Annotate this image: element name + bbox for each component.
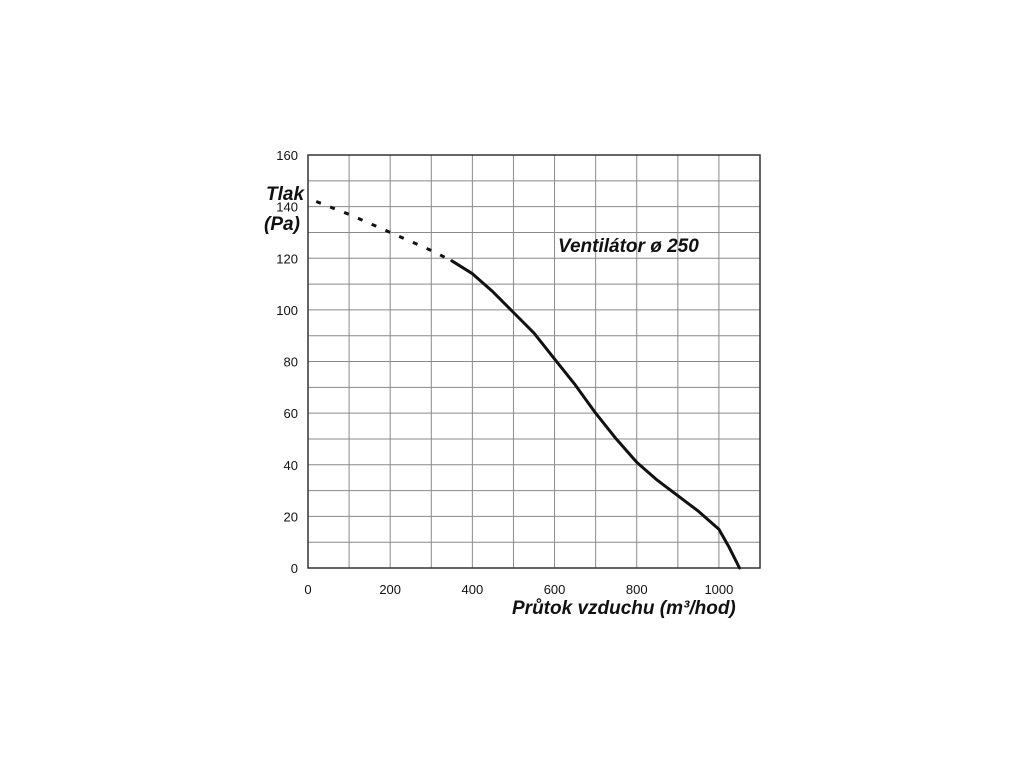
y-tick-label: 0 [291, 561, 298, 576]
y-tick-label: 100 [276, 303, 298, 318]
x-tick-label: 0 [304, 582, 311, 597]
y-tick-label: 140 [276, 200, 298, 215]
curves [315, 200, 741, 570]
x-tick-label: 600 [544, 582, 566, 597]
y-tick-label: 20 [284, 509, 298, 524]
x-tick-labels: 0 200 400 600 800 1000 [304, 582, 733, 597]
plot-frame [307, 154, 761, 569]
x-tick-label: 400 [462, 582, 484, 597]
y-tick-label: 80 [284, 355, 298, 370]
chart-annotation: Ventilátor ø 250 [558, 236, 699, 257]
x-tick-label: 800 [626, 582, 648, 597]
y-axis-label-line1: Tlak [266, 184, 305, 205]
y-tick-label: 120 [276, 251, 298, 266]
y-tick-label: 40 [284, 458, 298, 473]
y-tick-label: 60 [284, 406, 298, 421]
x-axis-label: Průtok vzduchu (m³/hod) [512, 598, 736, 619]
grid [307, 154, 761, 569]
x-tick-label: 1000 [704, 582, 733, 597]
y-axis-label-line2: (Pa) [264, 214, 300, 235]
y-tick-labels: 0 20 40 60 80 100 120 140 160 [276, 148, 298, 576]
curve-solid [450, 259, 741, 570]
y-tick-label: 160 [276, 148, 298, 163]
x-tick-label: 200 [379, 582, 401, 597]
